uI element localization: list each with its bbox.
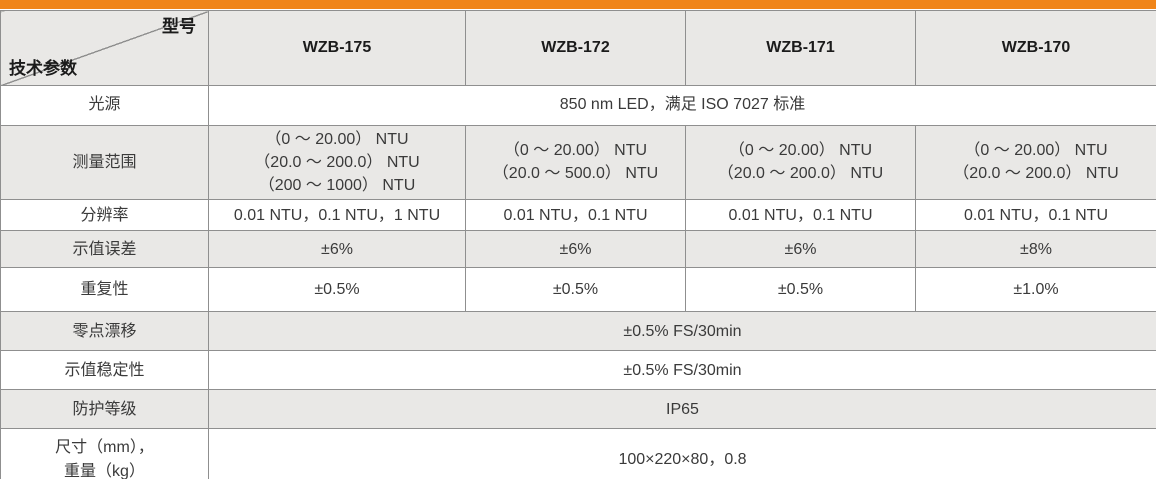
row-protection-rating: 防护等级 IP65	[0, 389, 1156, 430]
row-indication-error: 示值误差 ±6% ±6% ±6% ±8%	[0, 230, 1156, 269]
cell-value: ±6%	[208, 230, 466, 269]
row-label: 测量范围	[0, 124, 209, 201]
corner-parameter-label: 技术参数	[9, 58, 77, 78]
model-header-4: WZB-170	[915, 10, 1156, 86]
row-zero-drift: 零点漂移 ±0.5% FS/30min	[0, 311, 1156, 352]
cell-value: ±8%	[915, 230, 1156, 269]
row-value: 850 nm LED，满足 ISO 7027 标准	[208, 84, 1156, 126]
row-value: 100×220×80，0.8	[208, 428, 1156, 479]
row-label: 防护等级	[0, 389, 209, 430]
row-label: 示值稳定性	[0, 350, 209, 391]
row-value: ±0.5% FS/30min	[208, 311, 1156, 352]
row-measuring-range: 测量范围 （0 ～ 20.00） NTU （20.0 ～ 200.0） NTU …	[0, 124, 1156, 201]
cell-value: （0 ～ 20.00） NTU （20.0 ～ 200.0） NTU	[685, 124, 916, 201]
cell-value: （0 ～ 20.00） NTU （20.0 ～ 500.0） NTU	[465, 124, 686, 201]
row-label: 示值误差	[0, 230, 209, 269]
cell-value: ±6%	[685, 230, 916, 269]
row-value: IP65	[208, 389, 1156, 430]
header-row: 型号 技术参数 WZB-175 WZB-172 WZB-171 WZB-170	[0, 10, 1156, 86]
row-label: 零点漂移	[0, 311, 209, 352]
model-header-3: WZB-171	[685, 10, 916, 86]
row-label: 重复性	[0, 267, 209, 313]
row-label: 光源	[0, 84, 209, 126]
model-header-2: WZB-172	[465, 10, 686, 86]
corner-model-label: 型号	[162, 17, 196, 36]
spec-table: 型号 技术参数 WZB-175 WZB-172 WZB-171 WZB-170 …	[0, 10, 1156, 479]
cell-value: （0 ～ 20.00） NTU （20.0 ～ 200.0） NTU	[915, 124, 1156, 201]
model-header-1: WZB-175	[208, 10, 466, 86]
accent-bar	[0, 0, 1156, 9]
row-repeatability: 重复性 ±0.5% ±0.5% ±0.5% ±1.0%	[0, 267, 1156, 313]
cell-value: ±6%	[465, 230, 686, 269]
row-dimensions-weight: 尺寸（mm）， 重量（kg） 100×220×80，0.8	[0, 428, 1156, 479]
cell-value: ±1.0%	[915, 267, 1156, 313]
row-value: ±0.5% FS/30min	[208, 350, 1156, 391]
row-label: 尺寸（mm）， 重量（kg）	[0, 428, 209, 479]
cell-value: 0.01 NTU，0.1 NTU	[915, 199, 1156, 232]
corner-cell: 型号 技术参数	[0, 10, 209, 86]
cell-value: ±0.5%	[465, 267, 686, 313]
row-resolution: 分辨率 0.01 NTU，0.1 NTU，1 NTU 0.01 NTU，0.1 …	[0, 199, 1156, 232]
cell-value: （0 ～ 20.00） NTU （20.0 ～ 200.0） NTU （200 …	[208, 124, 466, 201]
cell-value: 0.01 NTU，0.1 NTU	[685, 199, 916, 232]
row-label: 分辨率	[0, 199, 209, 232]
row-light-source: 光源 850 nm LED，满足 ISO 7027 标准	[0, 84, 1156, 126]
cell-value: ±0.5%	[685, 267, 916, 313]
row-indication-stability: 示值稳定性 ±0.5% FS/30min	[0, 350, 1156, 391]
cell-value: 0.01 NTU，0.1 NTU	[465, 199, 686, 232]
cell-value: ±0.5%	[208, 267, 466, 313]
cell-value: 0.01 NTU，0.1 NTU，1 NTU	[208, 199, 466, 232]
